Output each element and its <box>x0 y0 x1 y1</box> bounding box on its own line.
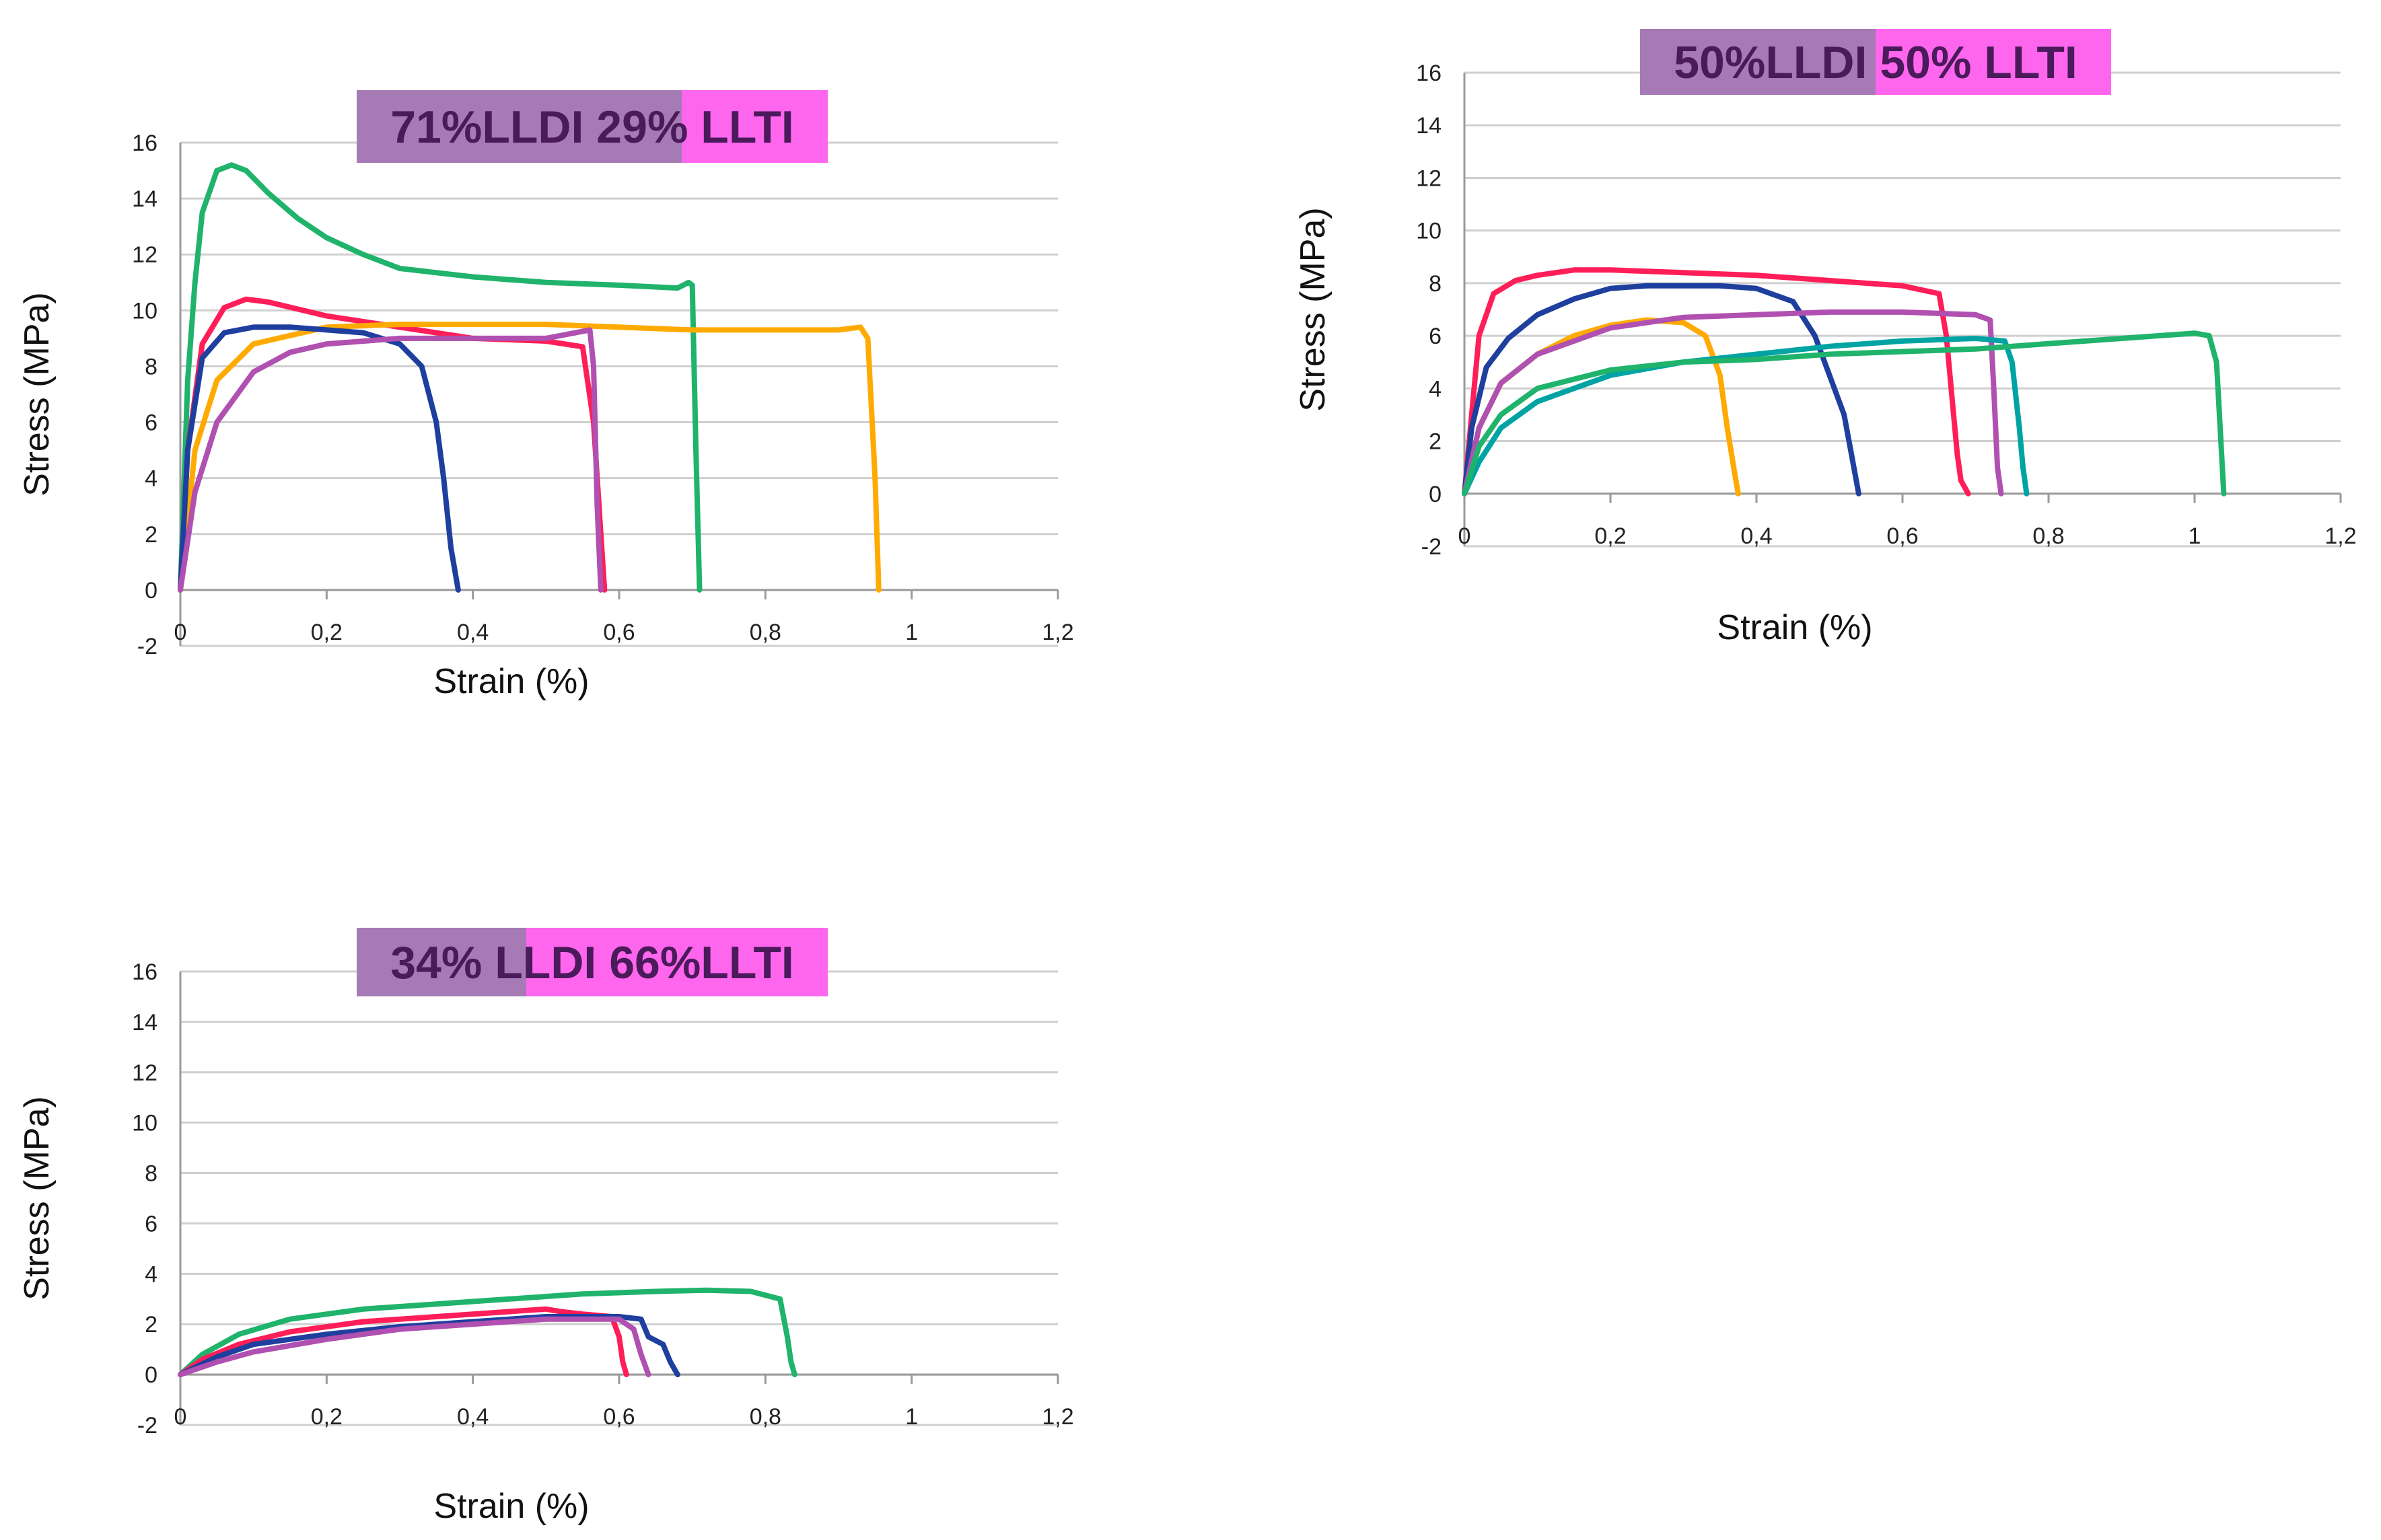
x-tick-label: 0,6 <box>603 1404 635 1430</box>
series-line-2 <box>178 296 608 593</box>
series-line-4 <box>178 324 461 593</box>
y-axis-label: Stress (MPa) <box>17 1096 57 1300</box>
x-tick-label: 1 <box>905 1404 918 1430</box>
series-line-4 <box>178 1316 651 1378</box>
y-tick-label: 10 <box>1416 219 1442 244</box>
y-axis-label: Stress (MPa) <box>1293 207 1332 411</box>
x-tick-label: 0,4 <box>1740 523 1772 549</box>
chart-title-part-1: 34% LL <box>390 937 550 988</box>
x-axis-label: Strain (%) <box>433 1487 589 1526</box>
y-tick-label: -2 <box>137 1413 157 1438</box>
chart-title-part-1: 71%LLDI 29% <box>390 102 688 153</box>
chart-title: 50%LLDI 50% LLTI <box>1674 37 2077 88</box>
y-axis-label: Stress (MPa) <box>17 292 57 496</box>
x-tick-label: 0 <box>174 620 187 645</box>
y-tick-label: 2 <box>145 522 157 548</box>
series-line-1 <box>178 1287 797 1378</box>
y-tick-label: 12 <box>132 1060 157 1086</box>
chart-title-part-2: LLTI <box>688 102 793 153</box>
y-tick-label: 0 <box>1429 482 1442 507</box>
y-tick-label: 6 <box>145 1211 157 1237</box>
series-line-5 <box>1462 336 2030 497</box>
chart-panel-1: -2 0 2 4 6 8 10 12 14 16 0 0,2 0,4 0,6 0,8 1 1,2 71%LLDI … <box>17 90 1074 701</box>
y-tick-label: 6 <box>1429 324 1442 349</box>
title-background-right <box>1876 29 2111 95</box>
y-tick-label: 16 <box>132 131 157 156</box>
x-tick-label: 0,6 <box>1886 523 1918 549</box>
y-tick-label: 4 <box>1429 376 1442 402</box>
y-tick-label: 4 <box>145 1261 157 1287</box>
chart-title-part-2: DI 66%LLTI <box>550 937 793 988</box>
y-tick-label: 12 <box>1416 166 1442 191</box>
x-tick-label: 0,4 <box>457 1404 489 1430</box>
x-tick-label: 0 <box>1458 523 1471 549</box>
x-tick-label: 0,2 <box>311 620 343 645</box>
chart-title: 34% LLDI 66%LLTI <box>390 937 794 988</box>
title-background-left <box>1640 29 1876 95</box>
x-tick-label: 1,2 <box>2324 523 2356 549</box>
y-tick-label: 2 <box>145 1312 157 1337</box>
x-tick-label: 1,2 <box>1042 620 1073 645</box>
x-tick-label: 0,2 <box>1594 523 1626 549</box>
y-tick-label: 14 <box>132 186 157 212</box>
x-tick-label: 0,8 <box>2032 523 2064 549</box>
x-tick-label: 1,2 <box>1042 1404 1073 1430</box>
y-tick-label: 8 <box>1429 271 1442 297</box>
y-tick-label: 16 <box>1416 61 1442 86</box>
y-tick-label: -2 <box>137 634 157 659</box>
series-line-6 <box>1462 330 2227 497</box>
series-line-4 <box>1462 309 2004 497</box>
x-axis-label: Strain (%) <box>433 662 589 701</box>
x-tick-label: 0,8 <box>750 620 781 645</box>
title-background-left <box>357 90 682 163</box>
series-line-2 <box>1462 283 1861 497</box>
y-tick-label: -2 <box>1421 534 1442 560</box>
x-tick-label: 0,4 <box>457 620 489 645</box>
y-tick-label: 4 <box>145 466 157 492</box>
chart-panel-2: -2 0 2 4 6 8 10 12 14 16 0 0,2 0,4 0,6 0,8 1 1,2 50%LLDI … <box>1293 29 2357 647</box>
chart-title-part-2: 50% LLTI <box>1880 37 2077 88</box>
series-line-5 <box>178 327 604 593</box>
chart-panel-3: -2 0 2 4 6 8 10 12 14 16 0 0,2 0,4 0,6 0,8 1 1,2 34% LLDI… <box>17 928 1074 1526</box>
title-background-left <box>357 928 526 996</box>
y-tick-label: 12 <box>132 242 157 268</box>
chart-title-part-1: 50%LLDI <box>1674 37 1880 88</box>
x-tick-label: 0,8 <box>750 1404 781 1430</box>
y-tick-label: 8 <box>145 1161 157 1187</box>
y-tick-label: 0 <box>145 1362 157 1388</box>
y-tick-label: 8 <box>145 354 157 379</box>
y-tick-label: 14 <box>1416 113 1442 139</box>
x-tick-label: 0,2 <box>311 1404 343 1430</box>
y-tick-label: 14 <box>132 1010 157 1035</box>
y-tick-label: 0 <box>145 578 157 603</box>
series-line-2 <box>178 1306 629 1378</box>
x-tick-label: 1 <box>2189 523 2201 549</box>
x-tick-label: 0 <box>174 1404 187 1430</box>
title-background-right <box>682 90 828 163</box>
y-tick-label: 10 <box>132 298 157 324</box>
series-line-1 <box>1462 267 1971 497</box>
x-axis-label: Strain (%) <box>1717 608 1872 647</box>
series-line-1 <box>178 162 703 593</box>
title-background-right <box>526 928 828 996</box>
series-line-3 <box>178 322 882 593</box>
chart-title: 71%LLDI 29% LLTI <box>390 102 794 153</box>
y-tick-label: 2 <box>1429 429 1442 455</box>
y-tick-label: 6 <box>145 410 157 436</box>
y-tick-label: 16 <box>132 959 157 985</box>
y-tick-label: 10 <box>132 1111 157 1136</box>
x-tick-label: 0,6 <box>603 620 635 645</box>
x-tick-label: 1 <box>905 620 918 645</box>
